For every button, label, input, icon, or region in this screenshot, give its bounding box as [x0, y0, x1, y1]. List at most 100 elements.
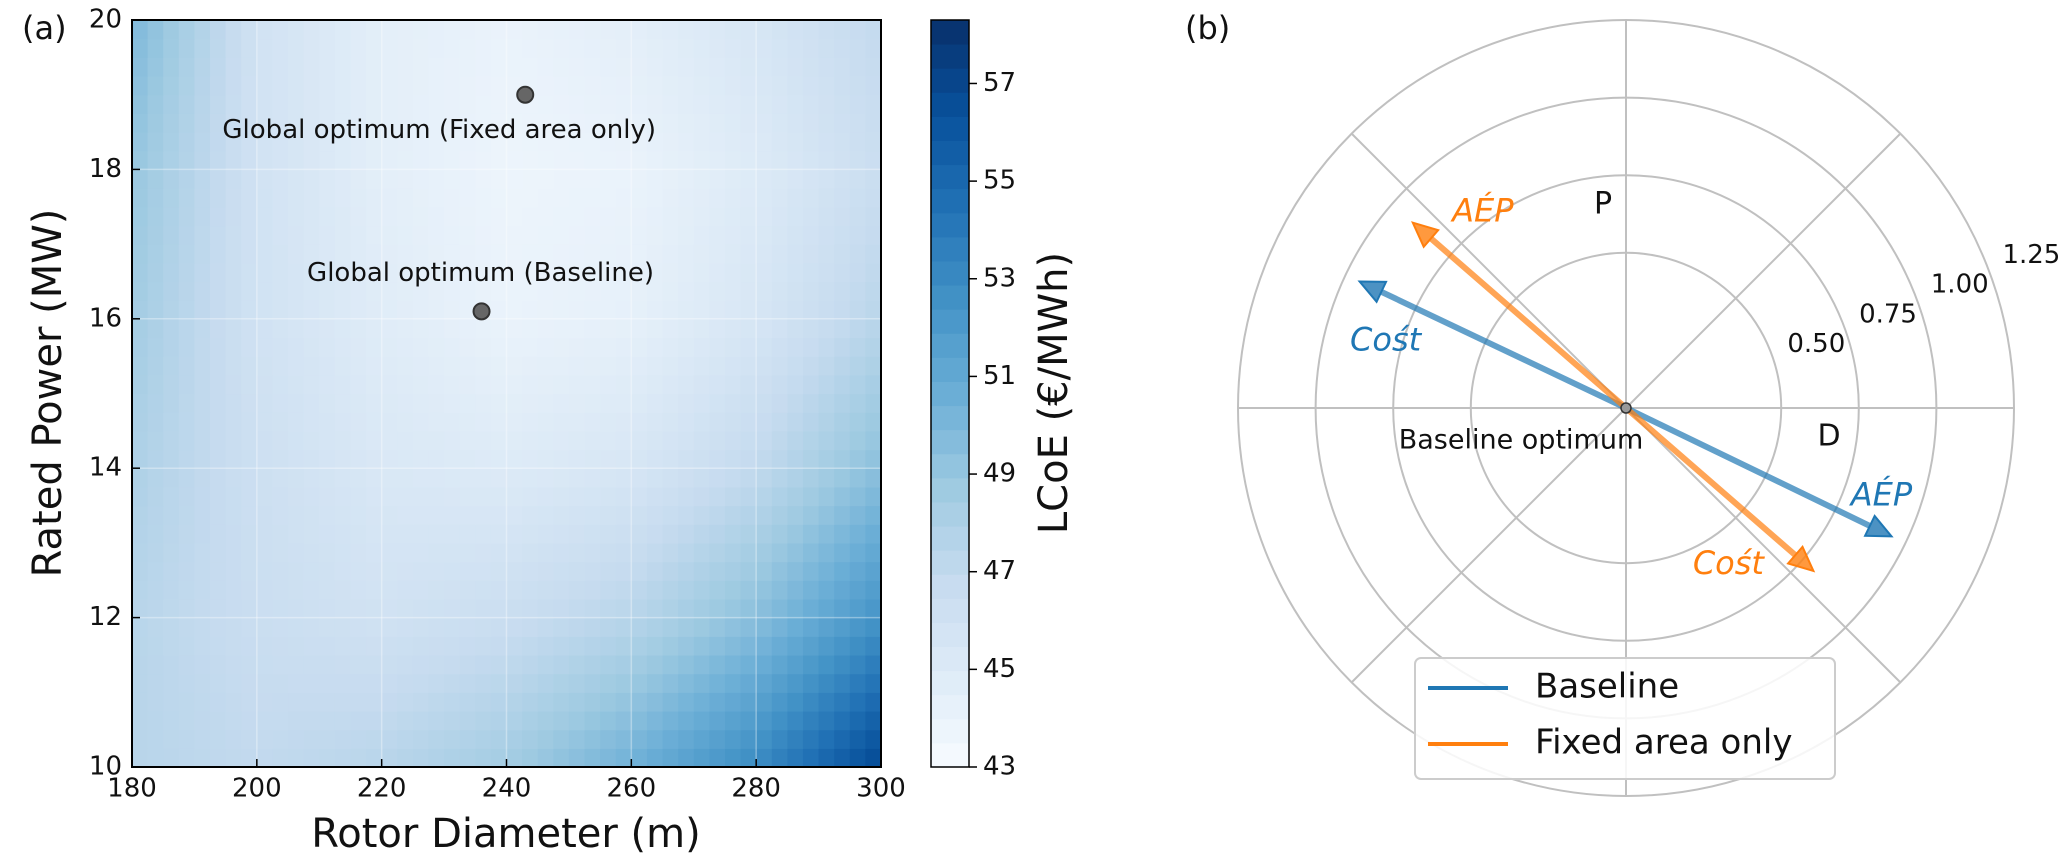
contour-cell — [740, 393, 757, 413]
contour-cell — [678, 38, 695, 58]
contour-cell — [740, 225, 757, 245]
colorbar-level — [931, 622, 969, 648]
contour-cell — [475, 38, 492, 58]
contour-cell — [506, 300, 523, 320]
contour-cell — [724, 206, 742, 227]
contour-cell — [194, 561, 211, 581]
contour-cell — [147, 225, 164, 245]
contour-cell — [459, 524, 476, 544]
contour-cell — [537, 356, 554, 376]
contour-cell — [147, 374, 164, 395]
contour-cell — [506, 486, 523, 507]
contour-cell — [646, 38, 664, 58]
contour-cell — [600, 169, 617, 189]
contour-cell — [178, 20, 196, 40]
contour-cell — [319, 673, 336, 693]
contour-cell — [740, 262, 757, 283]
contour-cell — [787, 412, 804, 432]
contour-cell — [288, 673, 305, 693]
colorbar-level — [931, 309, 969, 334]
contour-cell — [210, 748, 227, 768]
contour-cell — [818, 505, 835, 525]
contour-cell — [459, 449, 476, 469]
contour-cell — [459, 356, 476, 376]
contour-cell — [802, 225, 820, 245]
contour-cell — [818, 94, 835, 114]
contour-cell — [225, 468, 242, 488]
contour-cell — [740, 654, 757, 675]
contour-cell — [444, 225, 461, 245]
contour-cell — [412, 524, 430, 544]
contour-cell — [787, 206, 804, 227]
contour-cell — [506, 598, 523, 619]
contour-cell — [256, 337, 274, 357]
contour-cell — [178, 356, 196, 376]
contour-cell — [381, 169, 398, 189]
contour-cell — [350, 710, 367, 731]
contour-cell — [397, 76, 414, 96]
contour-cell — [490, 150, 508, 170]
contour-cell — [802, 393, 820, 413]
contour-cell — [818, 598, 835, 619]
contour-cell — [600, 692, 617, 712]
contour-cell — [537, 692, 554, 712]
contour-cell — [506, 318, 523, 339]
contour-cell — [662, 486, 679, 507]
contour-cell — [319, 542, 336, 563]
contour-cell — [568, 412, 586, 432]
contour-cell — [412, 412, 430, 432]
contour-cell — [241, 412, 258, 432]
contour-cell — [288, 617, 305, 637]
contour-cell — [132, 505, 149, 525]
contour-cell — [225, 654, 242, 675]
contour-cell — [693, 169, 710, 189]
contour-cell — [662, 132, 679, 152]
contour-cell — [615, 262, 632, 283]
contour-cell — [256, 374, 274, 395]
contour-cell — [802, 356, 820, 376]
contour-cell — [787, 729, 804, 749]
contour-cell — [350, 636, 367, 656]
contour-cell — [132, 710, 149, 731]
contour-cell — [865, 94, 882, 114]
contour-cell — [412, 150, 430, 170]
contour-cell — [490, 300, 508, 320]
contour-cell — [272, 710, 289, 731]
contour-cell — [553, 748, 570, 768]
contour-cell — [256, 412, 274, 432]
contour-cell — [428, 150, 445, 170]
contour-cell — [428, 710, 445, 731]
contour-cell — [334, 150, 352, 170]
contour-cell — [444, 580, 461, 600]
contour-cell — [756, 617, 773, 637]
contour-cell — [288, 300, 305, 320]
contour-cell — [241, 244, 258, 264]
contour-cell — [506, 113, 523, 133]
contour-cell — [272, 262, 289, 283]
contour-cell — [506, 281, 523, 301]
contour-cell — [646, 729, 664, 749]
contour-cell — [475, 654, 492, 675]
contour-cell — [600, 206, 617, 227]
contour-cell — [506, 617, 523, 637]
contour-cell — [662, 710, 679, 731]
contour-cell — [849, 486, 866, 507]
contour-cell — [428, 412, 445, 432]
contour-cell — [303, 412, 320, 432]
contour-cell — [646, 617, 664, 637]
contour-cell — [678, 300, 695, 320]
contour-cell — [381, 692, 398, 712]
contour-cell — [631, 580, 648, 600]
contour-cell — [584, 673, 601, 693]
contour-cell — [256, 132, 274, 152]
contour-cell — [678, 318, 695, 339]
contour-cell — [319, 300, 336, 320]
contour-cell — [241, 356, 258, 376]
contour-cell — [194, 337, 211, 357]
contour-cell — [849, 38, 866, 58]
arrow-shaft — [1624, 405, 1872, 529]
contour-cell — [771, 710, 788, 731]
contour-cell — [366, 374, 383, 395]
contour-cell — [600, 38, 617, 58]
contour-cell — [210, 169, 227, 189]
